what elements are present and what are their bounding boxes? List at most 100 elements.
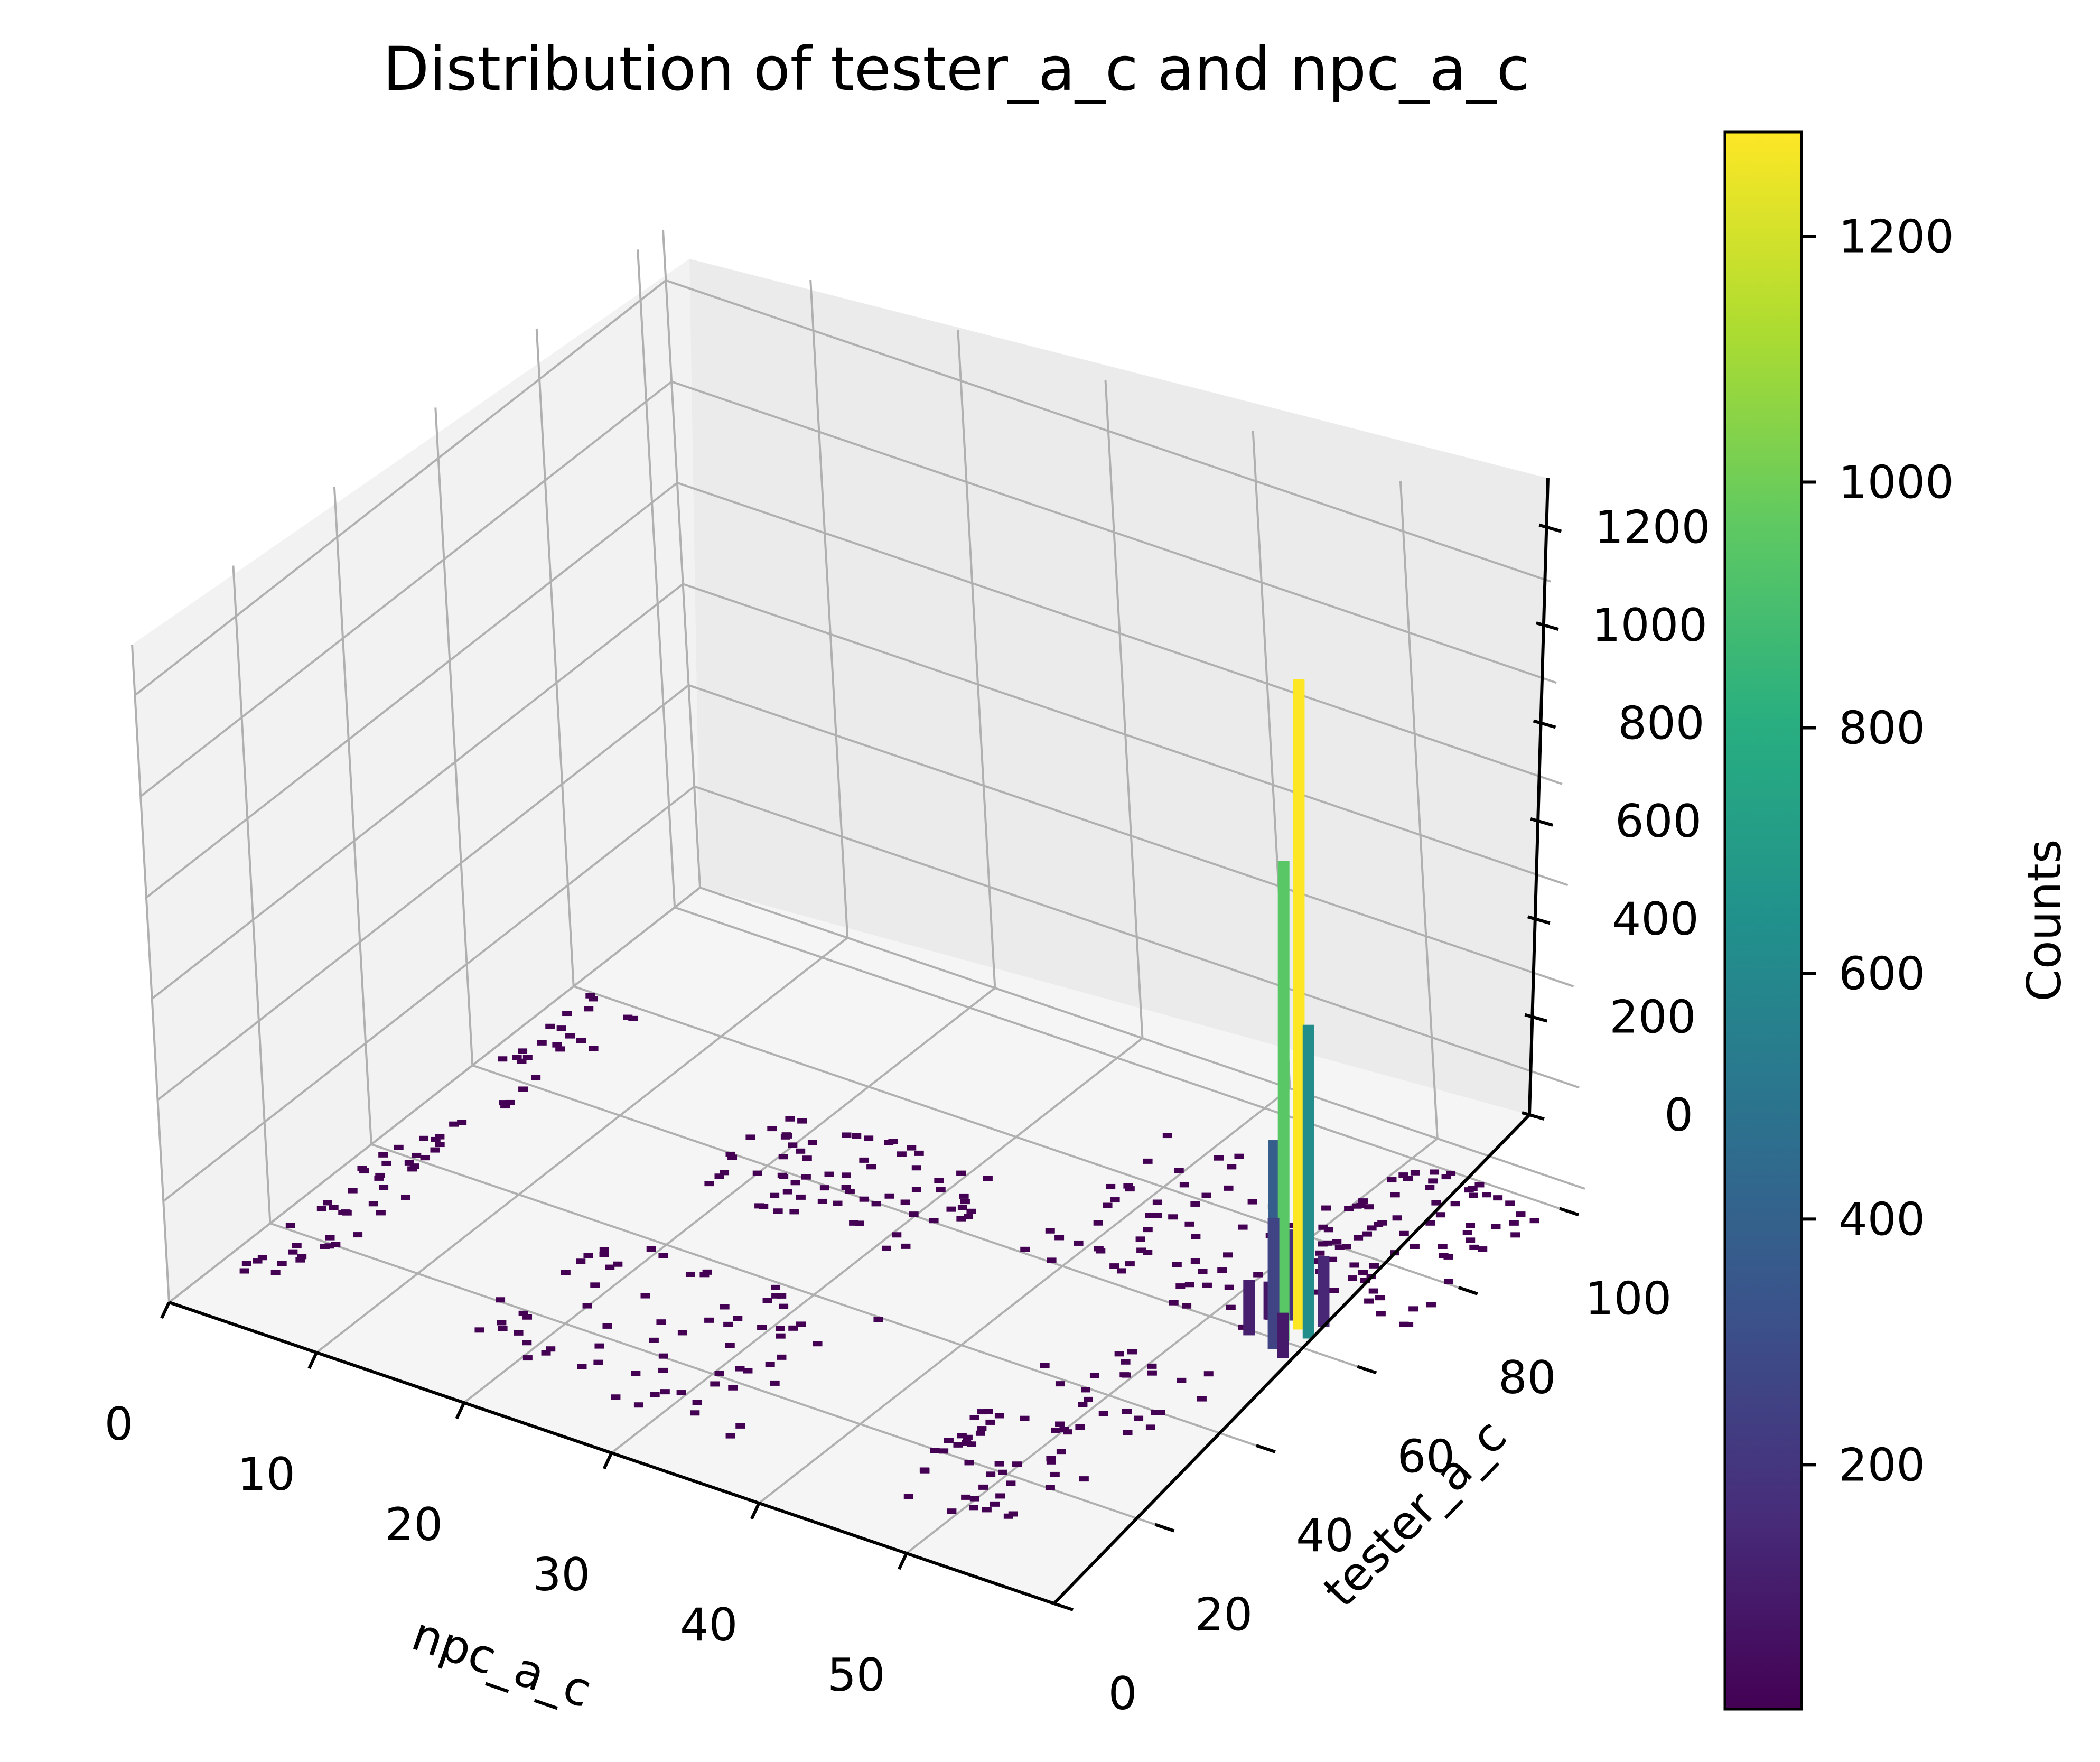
histogram-cell xyxy=(777,1354,787,1360)
histogram-cell xyxy=(457,1120,467,1125)
histogram-cell xyxy=(517,1058,527,1064)
x-tick-mark xyxy=(455,1402,466,1420)
histogram-cell xyxy=(733,1316,743,1321)
histogram-cell xyxy=(934,1178,944,1183)
histogram-cell xyxy=(796,1148,806,1154)
histogram-cell xyxy=(1122,1408,1132,1414)
histogram-cell xyxy=(1318,1241,1328,1247)
histogram-cell xyxy=(1226,1304,1236,1310)
z-tick-mark xyxy=(1538,523,1562,533)
histogram-cell xyxy=(1516,1211,1526,1217)
histogram-cell xyxy=(1190,1258,1200,1264)
histogram-cell xyxy=(881,1245,891,1251)
histogram-cell xyxy=(953,1442,963,1448)
histogram-cell xyxy=(656,1319,666,1325)
z-gridline xyxy=(134,279,1552,696)
histogram-cell xyxy=(1362,1231,1373,1237)
histogram-cell xyxy=(1047,1257,1057,1263)
histogram-cell xyxy=(956,1170,966,1176)
histogram-cell xyxy=(676,1390,686,1396)
colorbar-tick-label: 600 xyxy=(1838,947,1925,1000)
histogram-cell xyxy=(947,1508,957,1514)
histogram-cell xyxy=(1446,1170,1456,1176)
histogram-cell xyxy=(983,1409,993,1414)
histogram-cell xyxy=(985,1419,995,1425)
histogram-cell xyxy=(646,1246,656,1252)
histogram-cell xyxy=(1182,1303,1192,1309)
histogram-cell xyxy=(859,1196,869,1202)
histogram-cell xyxy=(685,1271,695,1277)
histogram-cell xyxy=(381,1160,391,1166)
histogram-cell xyxy=(1369,1263,1379,1269)
histogram-cell xyxy=(1093,1220,1103,1226)
histogram-cell xyxy=(1136,1247,1146,1253)
histogram-cell xyxy=(576,1258,586,1264)
histogram-cell xyxy=(1392,1215,1402,1221)
histogram-cell xyxy=(518,1086,528,1092)
histogram-cell xyxy=(919,1467,929,1473)
histogram-cell xyxy=(1127,1349,1137,1355)
histogram-cell xyxy=(583,1253,593,1258)
histogram-cell xyxy=(864,1135,874,1141)
histogram-cell xyxy=(817,1198,827,1204)
histogram-cell xyxy=(1478,1246,1488,1252)
histogram-cell xyxy=(1197,1396,1207,1402)
histogram-cell xyxy=(1050,1471,1060,1477)
y-tick-mark xyxy=(1357,1365,1377,1375)
histogram-cell xyxy=(576,1038,586,1043)
histogram-cell xyxy=(1040,1363,1050,1368)
histogram-cell xyxy=(909,1211,919,1217)
histogram-cell xyxy=(813,1341,823,1347)
histogram-cell xyxy=(404,1160,414,1166)
histogram-cell xyxy=(833,1200,843,1206)
histogram-cell xyxy=(901,1243,911,1249)
histogram-cell xyxy=(1055,1381,1065,1387)
y-tick-label: 0 xyxy=(1108,1667,1137,1720)
histogram-cell xyxy=(565,1033,575,1039)
histogram-cell xyxy=(702,1269,712,1275)
histogram-cell xyxy=(1426,1302,1436,1308)
x-tick-label: 10 xyxy=(237,1448,295,1501)
y-axis-line xyxy=(1052,1113,1531,1605)
histogram-cell xyxy=(649,1337,659,1343)
histogram-cell xyxy=(1358,1198,1368,1204)
histogram-cell xyxy=(658,1353,668,1359)
z-axis: 0 200 400 600 800 1000 1200 xyxy=(1522,478,1710,1142)
y-tick-group: 0 20 40 60 80 100 xyxy=(1053,1207,1672,1720)
bar xyxy=(1318,1255,1330,1327)
x-tick-label: 50 xyxy=(827,1649,885,1702)
histogram-cell xyxy=(930,1448,940,1453)
histogram-cell xyxy=(1368,1288,1378,1294)
colorbar-gradient xyxy=(1723,130,1803,1711)
histogram-cell xyxy=(780,1134,790,1140)
z-tick-label: 1200 xyxy=(1594,501,1710,554)
histogram-cell xyxy=(1143,1250,1153,1255)
histogram-cell xyxy=(1143,1158,1153,1164)
histogram-cell xyxy=(1364,1204,1374,1210)
bar xyxy=(1267,1217,1280,1349)
histogram-cell xyxy=(957,1433,967,1439)
histogram-cell xyxy=(796,1321,806,1327)
histogram-cell xyxy=(757,1325,767,1330)
histogram-cell xyxy=(1079,1476,1089,1482)
histogram-cell xyxy=(692,1400,702,1405)
histogram-cell xyxy=(852,1133,862,1139)
histogram-cell xyxy=(1116,1268,1126,1274)
histogram-cell xyxy=(628,1015,638,1021)
z-tick-mark xyxy=(1522,1111,1545,1121)
histogram-cell xyxy=(420,1155,430,1161)
histogram-cell xyxy=(1344,1206,1354,1211)
y-tick-mark xyxy=(1458,1286,1478,1295)
histogram-cell xyxy=(1109,1263,1119,1269)
histogram-cell xyxy=(884,1193,894,1199)
histogram-cell xyxy=(331,1242,341,1247)
histogram-cell xyxy=(845,1188,855,1194)
histogram-cell xyxy=(1155,1410,1165,1415)
histogram-cell xyxy=(1408,1306,1418,1312)
histogram-cell xyxy=(1444,1279,1454,1284)
histogram-cell xyxy=(854,1220,864,1226)
histogram-cell xyxy=(1184,1221,1194,1227)
histogram-cell xyxy=(498,1326,508,1331)
histogram-cell xyxy=(253,1258,263,1264)
